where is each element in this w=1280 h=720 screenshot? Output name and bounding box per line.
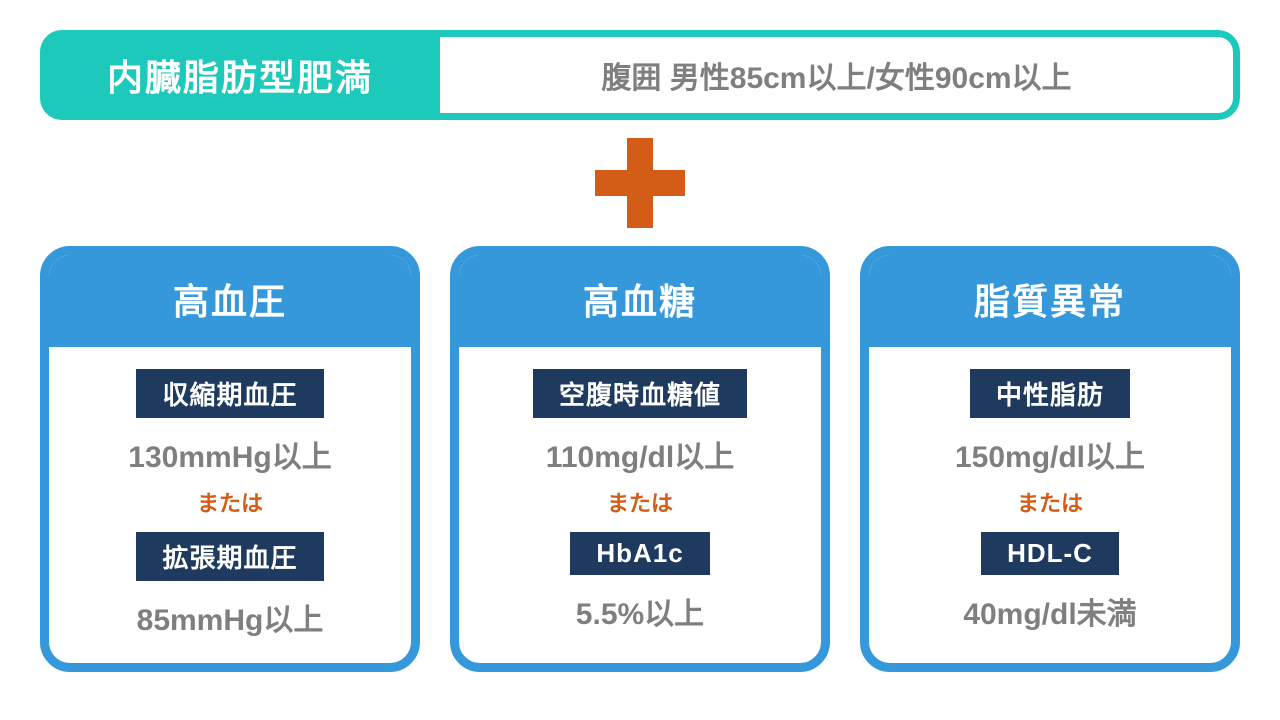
or-label: または bbox=[77, 486, 383, 518]
metric-value: 110mg/dl以上 bbox=[487, 432, 793, 476]
metric-tag: 空腹時血糖値 bbox=[533, 369, 747, 418]
or-label: または bbox=[487, 486, 793, 518]
top-criteria-bar: 内臓脂肪型肥満 腹囲 男性85cm以上/女性90cm以上 bbox=[40, 30, 1240, 120]
metric-tag: HbA1c bbox=[570, 532, 709, 575]
metric-value: 85mmHg以上 bbox=[77, 595, 383, 639]
metric-tag: 収縮期血圧 bbox=[136, 369, 323, 418]
metric-value: 130mmHg以上 bbox=[77, 432, 383, 476]
metric-value: 40mg/dl未満 bbox=[897, 589, 1203, 633]
card-dyslipidemia: 脂質異常 中性脂肪 150mg/dl以上 または HDL-C 40mg/dl未満 bbox=[860, 246, 1240, 672]
plus-symbol bbox=[40, 138, 1240, 228]
metric-tag: 中性脂肪 bbox=[970, 369, 1130, 418]
or-label: または bbox=[897, 486, 1203, 518]
top-left-label: 内臓脂肪型肥満 bbox=[40, 30, 440, 120]
metric-tag: 拡張期血圧 bbox=[136, 532, 323, 581]
card-hyperglycemia: 高血糖 空腹時血糖値 110mg/dl以上 または HbA1c 5.5%以上 bbox=[450, 246, 830, 672]
criteria-cards-row: 高血圧 収縮期血圧 130mmHg以上 または 拡張期血圧 85mmHg以上 高… bbox=[40, 246, 1240, 672]
plus-vertical bbox=[627, 138, 653, 228]
metric-value: 5.5%以上 bbox=[487, 589, 793, 633]
top-right-label: 腹囲 男性85cm以上/女性90cm以上 bbox=[440, 30, 1240, 120]
card-title: 脂質異常 bbox=[869, 255, 1231, 347]
card-title: 高血圧 bbox=[49, 255, 411, 347]
card-hypertension: 高血圧 収縮期血圧 130mmHg以上 または 拡張期血圧 85mmHg以上 bbox=[40, 246, 420, 672]
metric-tag: HDL-C bbox=[981, 532, 1119, 575]
card-title: 高血糖 bbox=[459, 255, 821, 347]
metric-value: 150mg/dl以上 bbox=[897, 432, 1203, 476]
